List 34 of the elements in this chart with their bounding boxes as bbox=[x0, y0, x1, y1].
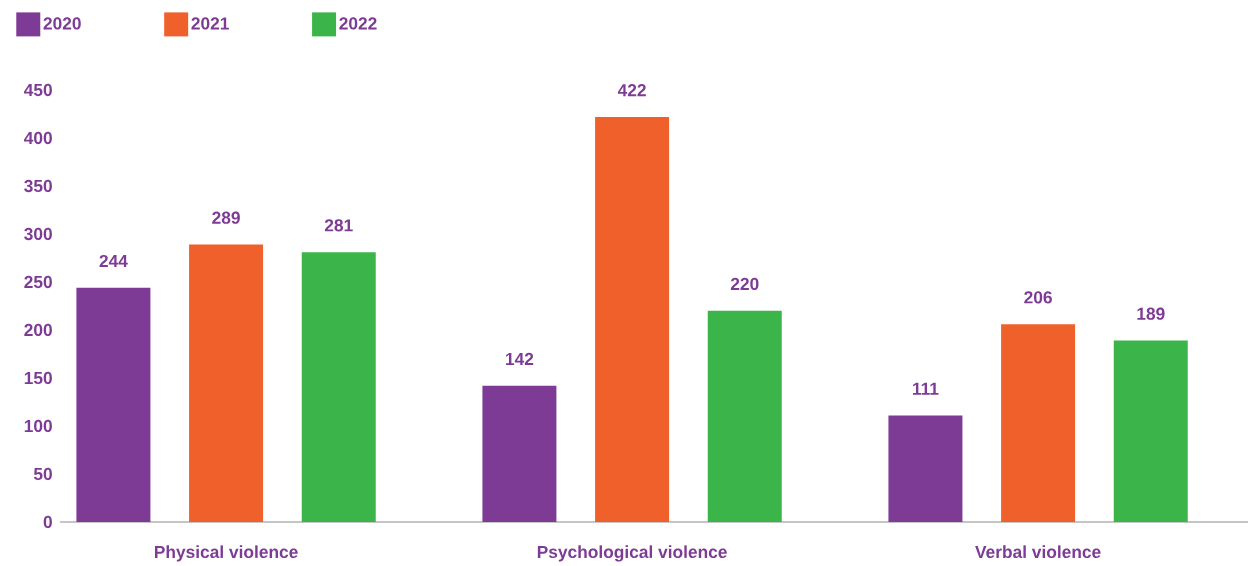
data-label: 142 bbox=[506, 352, 534, 365]
y-tick-label: 0 bbox=[43, 515, 52, 529]
y-tick-label: 100 bbox=[24, 419, 52, 433]
data-label: 189 bbox=[1137, 307, 1165, 320]
data-label: 422 bbox=[617, 84, 646, 97]
bar bbox=[301, 252, 376, 522]
data-label: 289 bbox=[212, 211, 240, 224]
bar bbox=[1113, 340, 1188, 522]
bar bbox=[707, 310, 782, 522]
data-label: 281 bbox=[324, 219, 353, 232]
x-tick-label: Psychological violence bbox=[537, 545, 727, 562]
legend-label: 2021 bbox=[191, 17, 229, 30]
y-tick-label: 350 bbox=[24, 179, 52, 193]
x-tick-label: Physical violence bbox=[154, 545, 298, 562]
bar bbox=[888, 415, 963, 522]
y-tick-label: 50 bbox=[33, 467, 52, 481]
bar bbox=[189, 244, 264, 522]
bar bbox=[482, 385, 557, 522]
data-label: 206 bbox=[1024, 291, 1052, 304]
y-tick-label: 250 bbox=[24, 275, 52, 289]
legend-label: 2020 bbox=[43, 17, 81, 30]
x-tick-label: Verbal violence bbox=[975, 545, 1101, 559]
legend-label: 2022 bbox=[339, 17, 377, 30]
y-tick-label: 400 bbox=[23, 131, 52, 145]
data-label: 244 bbox=[99, 254, 128, 268]
bar bbox=[76, 287, 151, 522]
y-tick-label: 200 bbox=[24, 323, 52, 337]
bar bbox=[595, 116, 670, 522]
y-tick-label: 450 bbox=[23, 83, 52, 97]
y-tick-label: 300 bbox=[24, 227, 52, 241]
bar bbox=[1001, 324, 1076, 522]
y-tick-label: 150 bbox=[24, 371, 52, 385]
data-label: 111 bbox=[913, 382, 939, 395]
data-label: 220 bbox=[730, 277, 759, 291]
